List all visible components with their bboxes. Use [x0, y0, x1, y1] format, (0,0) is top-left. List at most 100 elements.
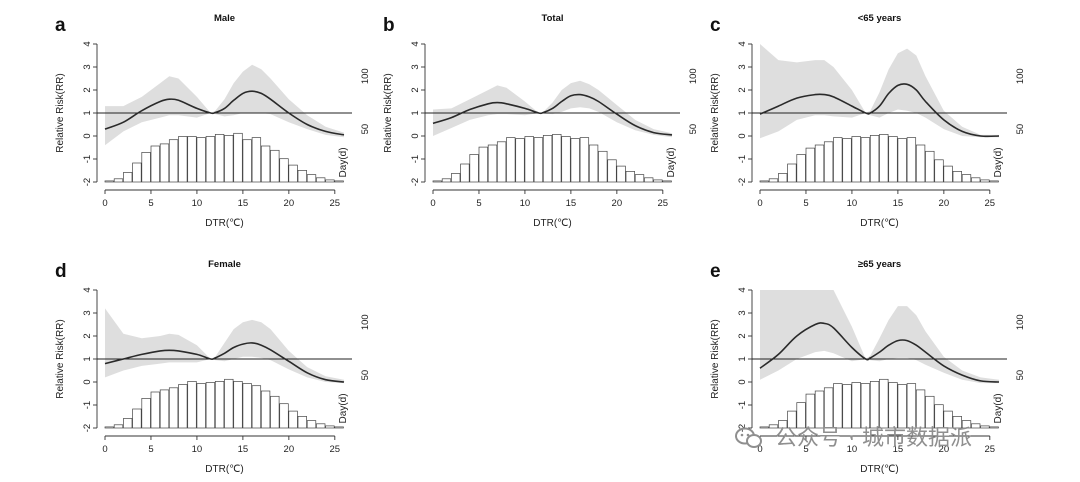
histogram-bar [570, 138, 580, 183]
panel-title: Male [214, 13, 235, 24]
y-tick-label: -1 [737, 401, 748, 409]
histogram-bar [260, 145, 271, 183]
x-tick-label: 20 [612, 198, 623, 209]
panel-title: Total [542, 13, 564, 24]
histogram-bar [952, 416, 962, 429]
x-tick-label: 20 [284, 444, 295, 455]
histogram-bar [842, 384, 852, 429]
histogram-bar [888, 136, 898, 183]
histogram-bar [242, 139, 252, 183]
x-tick-label: 0 [102, 198, 107, 209]
y2-axis-label: Day(d) [666, 147, 677, 177]
x-tick-label: 0 [757, 198, 762, 209]
histogram-bar [980, 425, 990, 429]
panel-title: ≥65 years [858, 259, 901, 270]
watermark: 公众号 · 城市数据派 [735, 426, 972, 451]
histogram-bar [460, 163, 470, 183]
histogram-bar [952, 171, 962, 183]
x-axis-label: DTR(℃) [533, 218, 571, 229]
panel-b: b Total -2 -1 0 1 2 3 4 0 5 10 15 20 25 DTR(℃) Relative … [383, 13, 699, 229]
histogram-bar [579, 137, 590, 183]
histogram-bar [778, 420, 788, 429]
x-axis-label: DTR(℃) [860, 464, 898, 475]
y-tick-label: 3 [737, 310, 748, 315]
histogram-bar [814, 390, 825, 429]
histogram-bar [132, 408, 142, 429]
x-axis-label: DTR(℃) [205, 464, 243, 475]
histogram-bar [506, 137, 516, 183]
histogram-bar [325, 179, 335, 183]
y-tick-label: 1 [410, 110, 421, 115]
histogram-bar [833, 137, 843, 183]
histogram-bar [224, 135, 234, 183]
histogram-bar [150, 145, 160, 183]
y-tick-label: 0 [82, 379, 93, 384]
y2-tick-label: 100 [360, 68, 371, 84]
histogram-bar [196, 137, 206, 183]
histogram-bar [469, 154, 479, 183]
x-tick-label: 15 [893, 444, 904, 455]
histogram-bar [306, 174, 317, 183]
histogram-bar [260, 390, 271, 429]
histogram-bar [823, 387, 834, 429]
histogram-bar [915, 144, 926, 183]
y2-axis-label: Day(d) [993, 393, 1004, 423]
histogram-bar [869, 135, 880, 183]
x-tick-label: 20 [939, 198, 950, 209]
histogram-bar [113, 424, 124, 429]
histogram-bar [224, 378, 234, 429]
y2-tick-label: 100 [688, 68, 699, 84]
histogram-bar [187, 381, 197, 429]
histogram-bar [980, 179, 990, 183]
histogram-bar [104, 426, 114, 429]
histogram-bar [768, 178, 779, 183]
y-tick-label: 0 [82, 133, 93, 138]
y-tick-label: 3 [737, 64, 748, 69]
y-axis-label: Relative Risk(RR) [55, 319, 66, 398]
histogram-bar [607, 159, 617, 183]
y-tick-label: 3 [410, 64, 421, 69]
histogram-bar [759, 180, 769, 183]
y2-tick-label: 100 [360, 314, 371, 330]
y-tick-label: 4 [737, 41, 748, 46]
histogram-bar [270, 149, 280, 183]
histogram-bar [869, 381, 880, 429]
histogram-bar [805, 393, 815, 429]
histogram-bar [588, 144, 599, 183]
y2-tick-label: 50 [688, 124, 699, 135]
histogram-bar [925, 150, 935, 183]
y-tick-label: 4 [82, 41, 93, 46]
confidence-band [760, 290, 999, 384]
x-tick-label: 10 [847, 444, 858, 455]
panel-letter: d [55, 261, 67, 282]
histogram-bar [879, 378, 889, 429]
histogram-bar [113, 178, 124, 183]
histogram-bar [104, 180, 114, 183]
histogram-bar [561, 136, 571, 183]
wechat-icon [735, 427, 762, 448]
x-tick-label: 25 [985, 444, 996, 455]
y-tick-label: 2 [737, 333, 748, 338]
y-tick-label: 1 [82, 110, 93, 115]
panel-title: <65 years [858, 13, 902, 24]
panel-title: Female [208, 259, 241, 270]
y-tick-label: 0 [737, 133, 748, 138]
panel-letter: c [710, 15, 721, 36]
y-axis-label: Relative Risk(RR) [55, 73, 66, 152]
histogram-bar [297, 416, 307, 429]
histogram-bar [187, 136, 197, 183]
histogram-bar [233, 132, 243, 183]
histogram-bar [325, 425, 335, 429]
histogram-bar [316, 423, 326, 429]
y-tick-label: 1 [737, 356, 748, 361]
histogram-bar [644, 177, 654, 183]
confidence-band [105, 64, 344, 146]
histogram-bar [123, 172, 133, 183]
x-axis-label: DTR(℃) [860, 218, 898, 229]
histogram-bar [943, 165, 953, 183]
panel-a: a Male -2 -1 0 1 2 3 4 0 5 10 15 20 25 DTR(℃) Relative R… [55, 13, 371, 229]
histogram-bar [552, 134, 562, 183]
y-tick-label: 2 [410, 87, 421, 92]
